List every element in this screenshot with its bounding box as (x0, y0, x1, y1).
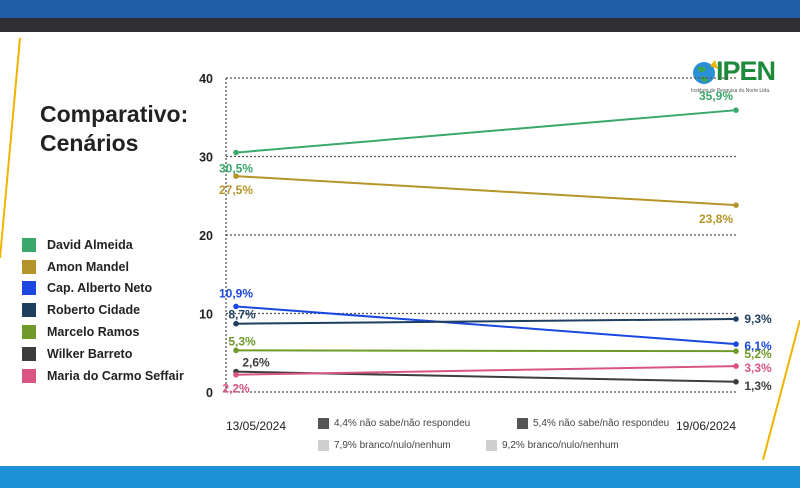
logo-text: IPEN (716, 56, 776, 86)
nonresponse-swatch (486, 440, 497, 451)
legend-item: Cap. Alberto Neto (22, 278, 184, 300)
data-point (733, 202, 739, 208)
legend-swatch (22, 237, 36, 252)
legend-item: Marcelo Ramos (22, 321, 184, 343)
x-tick-label: 19/06/2024 (676, 419, 736, 433)
data-point (233, 149, 239, 156)
nonresponse-note: 9,2% branco/nulo/nenhum (486, 440, 619, 451)
data-label: 27,5% (219, 183, 253, 197)
title-line-2: Cenários (40, 130, 139, 156)
nonresponse-swatch (318, 418, 329, 429)
nonresponse-swatch (517, 418, 528, 429)
data-point (733, 378, 739, 385)
data-label: 8,7% (228, 308, 256, 322)
nonresponse-note: 7,9% branco/nulo/nenhum (318, 440, 451, 451)
legend-label: Amon Mandel (47, 259, 129, 274)
data-point (233, 371, 239, 378)
data-label: 5,2% (744, 347, 772, 361)
slide-background (0, 32, 800, 466)
nonresponse-text: 9,2% branco/nulo/nenhum (502, 440, 619, 451)
y-tick-label: 30 (199, 151, 213, 165)
legend-swatch (22, 368, 36, 383)
data-label: 2,2% (222, 382, 250, 396)
series-line (235, 175, 737, 207)
series-line (235, 365, 737, 376)
nonresponse-text: 7,9% branco/nulo/nenhum (334, 440, 451, 451)
data-point (733, 363, 739, 369)
nonresponse-note: 5,4% não sabe/não respondeu (517, 418, 669, 429)
legend-swatch (22, 303, 36, 318)
series-line (235, 305, 737, 346)
series-line (235, 349, 737, 353)
data-point (733, 348, 739, 354)
bottom-band (0, 466, 800, 488)
data-point (233, 303, 239, 310)
series-line (235, 109, 737, 154)
slide-title: Comparativo: Cenários (40, 100, 188, 158)
data-label: 30,5% (219, 162, 253, 176)
data-label: 23,8% (699, 212, 733, 226)
legend-label: Wilker Barreto (47, 346, 133, 361)
legend-label: Roberto Cidade (47, 303, 141, 318)
legend-swatch (22, 346, 36, 361)
legend-label: Cap. Alberto Neto (47, 281, 153, 296)
legend-item: Wilker Barreto (22, 343, 184, 365)
data-label: 1,3% (744, 379, 772, 393)
data-label: 3,3% (744, 361, 772, 375)
nonresponse-text: 4,4% não sabe/não respondeu (334, 418, 471, 429)
legend-label: Maria do Carmo Seffair (47, 368, 184, 383)
nonresponse-note: 4,4% não sabe/não respondeu (318, 418, 470, 429)
nonresponse-text: 5,4% não sabe/não respondeu (533, 418, 670, 429)
y-tick-label: 0 (206, 386, 213, 400)
legend-swatch (22, 259, 36, 274)
y-tick-label: 10 (199, 308, 213, 322)
accent-line-left (0, 37, 21, 259)
accent-line-right (762, 319, 800, 461)
data-label: 35,9% (699, 89, 733, 103)
data-label: 10,9% (219, 286, 253, 300)
nonresponse-swatch (318, 440, 329, 451)
legend-label: David Almeida (47, 237, 133, 252)
data-label: 2,6% (242, 356, 270, 370)
legend-item: Amon Mandel (22, 256, 184, 278)
data-label: 6,1% (744, 339, 772, 353)
y-tick-label: 20 (199, 229, 213, 243)
x-tick-label: 13/05/2024 (226, 419, 286, 433)
legend-swatch (22, 325, 36, 340)
legend-item: Roberto Cidade (22, 299, 184, 321)
top-band (0, 0, 800, 22)
logo-subtitle: Instituto de Pesquisa do Norte Ltda. (691, 88, 771, 94)
data-point (733, 341, 739, 347)
legend-item: David Almeida (22, 234, 184, 256)
title-line-1: Comparativo: (40, 101, 189, 127)
data-label: 9,3% (744, 312, 772, 326)
y-tick-label: 40 (199, 72, 213, 86)
legend-item: Maria do Carmo Seffair (22, 365, 184, 387)
data-point (233, 320, 239, 327)
data-point (233, 347, 239, 354)
series-line (235, 317, 737, 325)
top-band-edge (0, 18, 800, 32)
legend: David Almeida Amon Mandel Cap. Alberto Net… (22, 234, 184, 387)
legend-swatch (22, 281, 36, 296)
data-point (733, 107, 739, 113)
data-label: 5,3% (228, 334, 256, 348)
data-point (233, 173, 239, 179)
legend-label: Marcelo Ramos (47, 325, 140, 340)
data-point (733, 316, 739, 322)
